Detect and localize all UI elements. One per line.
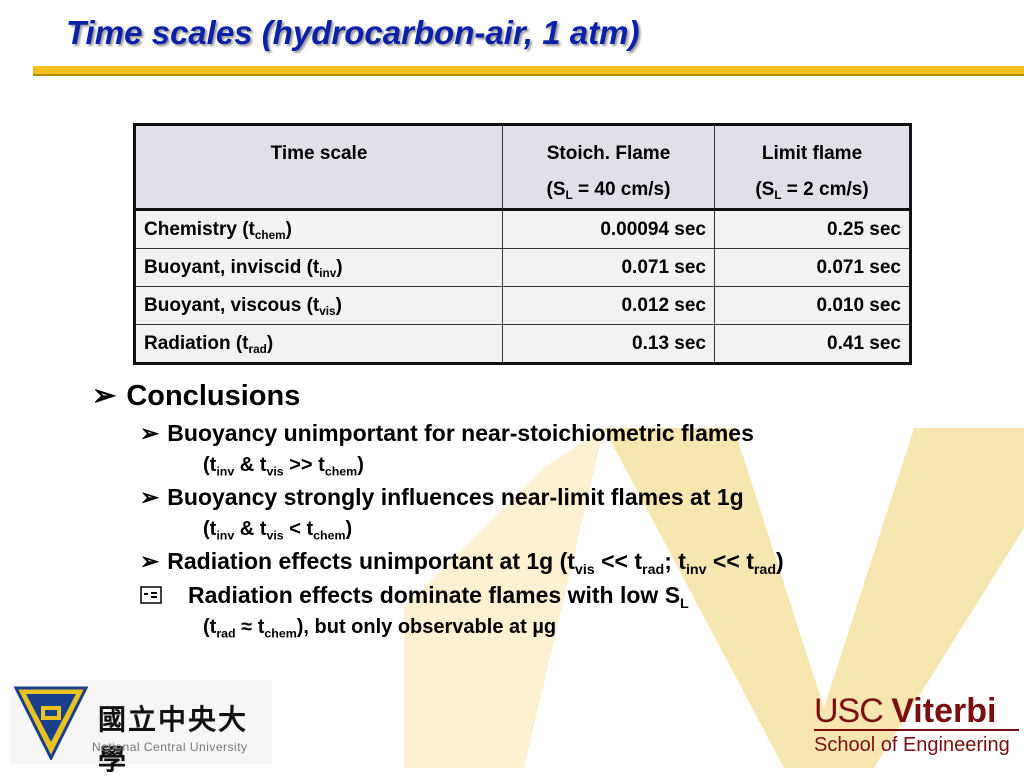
slide-title: Time scales (hydrocarbon-air, 1 atm) [66, 14, 640, 51]
row-label: Buoyant, viscous (tvis) [134, 286, 503, 325]
bullet-buoyancy-limit-detail: (tinv & tvis < tchem) [203, 518, 353, 543]
stoich-value: 0.00094 sec [502, 209, 715, 249]
title-underline [33, 66, 1024, 76]
table-header-row: Time scale Stoich. Flame (SL = 40 cm/s) … [134, 124, 911, 210]
logo-divider [814, 729, 1019, 731]
table-row: Buoyant, inviscid (tinv) 0.071 sec 0.071… [134, 248, 911, 287]
note-bullet-icon [140, 586, 162, 604]
arrow-bullet-icon: ➢ [140, 484, 160, 510]
header-limit-flame: Limit flame (SL = 2 cm/s) [714, 124, 911, 210]
usc-label: USC [814, 692, 892, 730]
bullet-buoyancy-limit: ➢ Buoyancy strongly influences near-limit… [140, 484, 744, 510]
row-label: Radiation (trad) [134, 324, 503, 364]
ncu-logo: 國立中央大學 National Central University [10, 680, 272, 776]
watermark-v-shape [404, 428, 1024, 768]
row-label: Buoyant, inviscid (tinv) [134, 248, 503, 287]
arrow-bullet-icon: ➢ [92, 380, 117, 412]
bullet-radiation-dominate-detail: (trad ≈ tchem), but only observable at µ… [203, 616, 557, 641]
ncu-english-name: National Central University [92, 740, 248, 754]
table-row: Chemistry (tchem) 0.00094 sec 0.25 sec [134, 209, 911, 249]
table-row: Buoyant, viscous (tvis) 0.012 sec 0.010 … [134, 286, 911, 325]
viterbi-label: Viterbi [891, 692, 997, 730]
table-row: Radiation (trad) 0.13 sec 0.41 sec [134, 324, 911, 364]
stoich-value: 0.071 sec [502, 248, 715, 287]
ncu-emblem-icon [14, 686, 88, 760]
limit-value: 0.010 sec [714, 286, 911, 325]
arrow-bullet-icon: ➢ [140, 420, 160, 446]
bullet-buoyancy-stoich: ➢ Buoyancy unimportant for near-stoichiom… [140, 420, 754, 446]
bullet-radiation-unimportant: ➢ Radiation effects unimportant at 1g (tv… [140, 548, 784, 578]
limit-value: 0.071 sec [714, 248, 911, 287]
limit-value: 0.25 sec [714, 209, 911, 249]
usc-viterbi-logo: USC Viterbi School of Engineering [814, 692, 1019, 756]
arrow-bullet-icon: ➢ [140, 548, 160, 574]
stoich-value: 0.012 sec [502, 286, 715, 325]
ncu-chinese-name: 國立中央大學 [98, 703, 249, 776]
bullet-conclusions: ➢ Conclusions [92, 380, 301, 412]
row-label: Chemistry (tchem) [134, 209, 503, 249]
bullet-buoyancy-stoich-detail: (tinv & tvis >> tchem) [203, 454, 364, 479]
header-stoich-flame: Stoich. Flame (SL = 40 cm/s) [502, 124, 715, 210]
bullet-radiation-dominate: Radiation effects dominate flames with l… [188, 582, 689, 612]
limit-value: 0.41 sec [714, 324, 911, 364]
header-time-scale: Time scale [134, 124, 503, 210]
stoich-value: 0.13 sec [502, 324, 715, 364]
school-of-engineering-label: School of Engineering [814, 734, 1010, 756]
time-scales-table: Time scale Stoich. Flame (SL = 40 cm/s) … [133, 123, 912, 365]
